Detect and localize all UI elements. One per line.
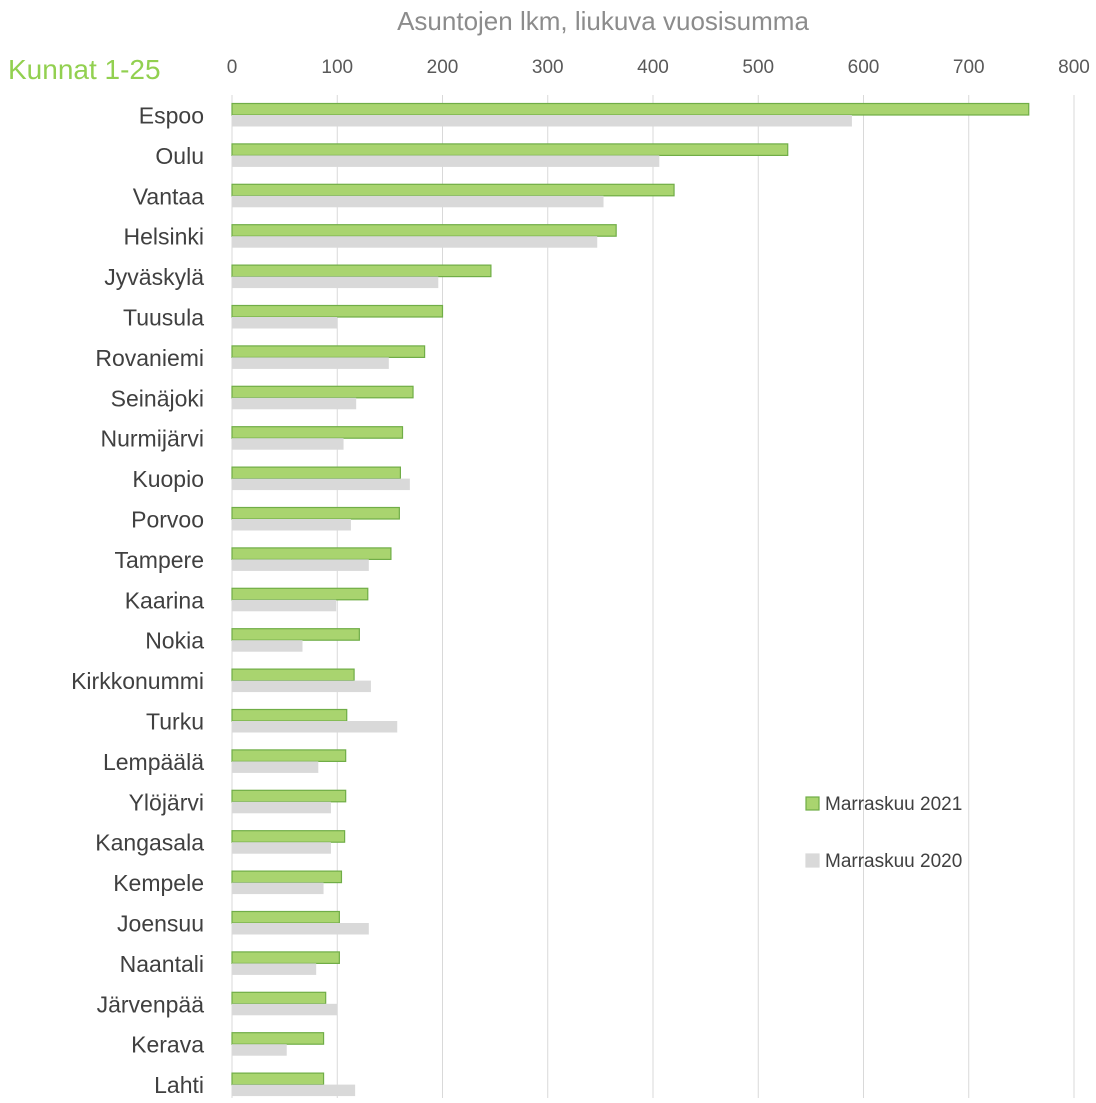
- category-label: Naantali: [120, 951, 204, 977]
- bar-2020: [232, 195, 604, 208]
- bar-2020: [232, 923, 369, 935]
- bar-2020: [232, 1044, 287, 1056]
- x-tick-label: 200: [427, 57, 459, 78]
- bar-2021: [231, 426, 404, 439]
- bar-2021: [231, 345, 426, 358]
- bar-2020: [232, 519, 351, 531]
- bar-2020: [232, 963, 317, 975]
- category-label: Kangasala: [95, 830, 204, 856]
- bar-2020: [232, 680, 371, 693]
- category-labels: Espoo Oulu Vantaa Helsinki Jyväskylä Tuusula R…: [71, 103, 204, 1099]
- bar-2021: [231, 951, 340, 965]
- bar-2020: [232, 115, 852, 127]
- bar-2021: [231, 385, 414, 399]
- bar-2021: [231, 668, 355, 682]
- bar-2021: [231, 183, 675, 197]
- category-label: Porvoo: [131, 507, 204, 533]
- category-label: Kempele: [113, 870, 204, 896]
- bar-2021: [231, 789, 347, 803]
- bar-2020: [232, 276, 439, 289]
- category-label: Joensuu: [117, 911, 204, 937]
- bar-2021: [231, 830, 346, 843]
- corner-label: Kunnat 1-25: [8, 54, 161, 85]
- bar-2020: [232, 842, 331, 854]
- bar-2020: [232, 478, 410, 491]
- category-label: Kirkkonummi: [71, 668, 204, 694]
- bar-2020: [232, 882, 324, 895]
- x-axis-ticks: 0 100 200 300 400 500 600 700 800: [227, 57, 1090, 78]
- bar-2020: [232, 357, 389, 369]
- bar-2020: [232, 1003, 338, 1016]
- bar-2021: [231, 870, 343, 884]
- bars: [231, 102, 1030, 1097]
- x-tick-label: 300: [532, 57, 564, 78]
- bar-2021: [231, 1032, 325, 1045]
- category-label: Kerava: [131, 1032, 204, 1058]
- bar-2021: [231, 749, 347, 763]
- bar-2020: [232, 640, 303, 652]
- bar-2020: [232, 801, 331, 814]
- bar-2021: [231, 143, 789, 156]
- category-label: Kaarina: [125, 587, 204, 613]
- category-label: Tampere: [115, 547, 204, 573]
- bar-2021: [231, 708, 348, 722]
- category-label: Vantaa: [133, 183, 204, 209]
- category-label: Helsinki: [123, 224, 204, 250]
- bar-2021: [231, 547, 392, 561]
- x-tick-label: 400: [637, 57, 669, 78]
- bar-2020: [232, 236, 598, 248]
- gridlines: [231, 95, 1075, 1098]
- bar-2021: [231, 628, 360, 641]
- category-label: Rovaniemi: [95, 345, 204, 371]
- bar-2020: [232, 761, 319, 773]
- category-label: Ylöjärvi: [129, 789, 204, 815]
- category-label: Turku: [146, 709, 204, 735]
- bar-2020: [232, 317, 338, 329]
- category-label: Espoo: [139, 103, 204, 129]
- bar-2021: [231, 264, 492, 278]
- category-label: Seinäjoki: [111, 385, 204, 411]
- category-label: Nurmijärvi: [101, 426, 205, 452]
- bar-2021: [231, 224, 617, 237]
- category-label: Kuopio: [132, 466, 204, 492]
- bar-2021: [231, 506, 400, 520]
- category-label: Tuusula: [123, 305, 204, 331]
- category-label: Nokia: [145, 628, 204, 654]
- bar-2020: [232, 397, 357, 410]
- x-tick-label: 0: [227, 57, 238, 78]
- x-tick-label: 700: [953, 57, 985, 78]
- bar-2020: [232, 721, 398, 733]
- bar-2021: [231, 910, 340, 924]
- legend-swatch: [805, 796, 820, 811]
- bar-2020: [232, 438, 344, 450]
- category-label: Jyväskylä: [104, 264, 204, 290]
- x-tick-label: 800: [1058, 57, 1090, 78]
- bar-2021: [231, 304, 444, 318]
- bar-2020: [232, 1084, 356, 1097]
- category-label: Lempäälä: [103, 749, 204, 775]
- category-label: Oulu: [155, 143, 204, 169]
- chart-title: Asuntojen lkm, liukuva vuosisumma: [397, 6, 809, 36]
- category-label: Järvenpää: [97, 991, 205, 1017]
- bar-2021: [231, 991, 327, 1005]
- x-tick-label: 500: [742, 57, 774, 78]
- x-tick-label: 600: [848, 57, 880, 78]
- bar-2020: [232, 599, 337, 612]
- legend-swatch: [805, 853, 820, 868]
- x-tick-label: 100: [321, 57, 353, 78]
- bar-2021: [231, 466, 401, 480]
- bar-2021: [231, 102, 1030, 116]
- legend-label: Marraskuu 2020: [825, 851, 962, 872]
- bar-2021: [231, 1072, 325, 1086]
- legend: Marraskuu 2021 Marraskuu 2020: [805, 794, 962, 872]
- category-label: Lahti: [154, 1072, 204, 1098]
- bar-2020: [232, 559, 369, 571]
- bar-2020: [232, 155, 660, 167]
- bar-2021: [231, 587, 369, 601]
- legend-label: Marraskuu 2021: [825, 794, 962, 815]
